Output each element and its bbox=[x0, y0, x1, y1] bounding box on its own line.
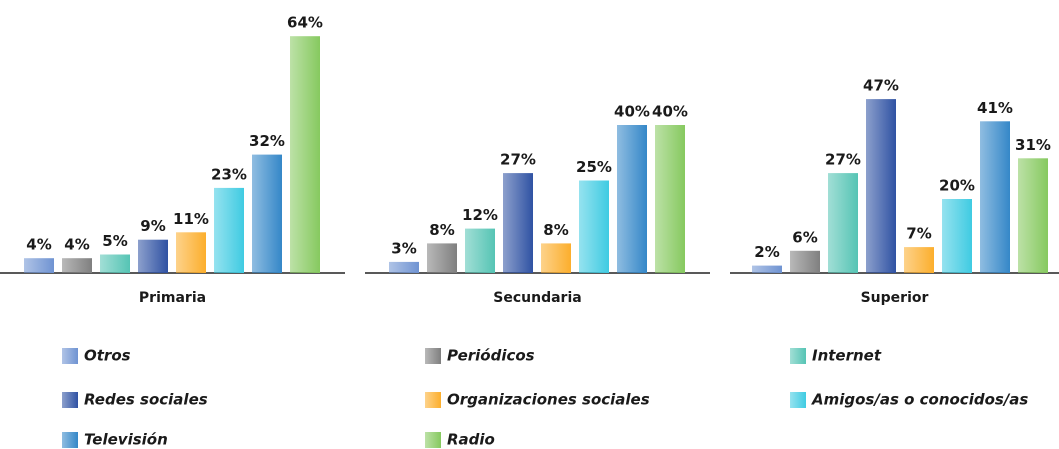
legend-swatch bbox=[790, 392, 806, 408]
legend-swatch bbox=[62, 348, 78, 364]
legend-label: Otros bbox=[84, 347, 131, 365]
bar bbox=[980, 121, 1010, 273]
group-label: Secundaria bbox=[493, 290, 581, 306]
bar bbox=[24, 258, 54, 273]
bar bbox=[176, 232, 206, 273]
data-label: 7% bbox=[906, 225, 931, 243]
bar bbox=[790, 250, 820, 273]
data-label: 32% bbox=[249, 132, 285, 150]
bar bbox=[617, 125, 647, 273]
data-label: 47% bbox=[863, 77, 899, 95]
bar bbox=[427, 243, 457, 273]
bar bbox=[214, 187, 244, 273]
bar bbox=[866, 99, 896, 273]
bar bbox=[579, 180, 609, 273]
bar bbox=[942, 199, 972, 273]
data-label: 23% bbox=[211, 165, 247, 183]
legend-swatch bbox=[425, 348, 441, 364]
legend-swatch bbox=[425, 392, 441, 408]
legend-label: Periódicos bbox=[447, 347, 535, 365]
bar bbox=[752, 265, 782, 273]
legend-swatch bbox=[425, 432, 441, 448]
data-label: 6% bbox=[792, 228, 817, 246]
legend-label: Radio bbox=[447, 431, 495, 449]
data-label: 4% bbox=[64, 236, 89, 254]
group-label: Superior bbox=[861, 290, 929, 306]
legend-label: Redes sociales bbox=[84, 391, 208, 409]
data-label: 40% bbox=[652, 103, 688, 121]
legend-swatch bbox=[62, 432, 78, 448]
data-label: 11% bbox=[173, 210, 209, 228]
data-label: 31% bbox=[1015, 136, 1051, 154]
data-label: 2% bbox=[754, 243, 779, 261]
data-label: 12% bbox=[462, 206, 498, 224]
bar bbox=[465, 228, 495, 273]
bar bbox=[1018, 158, 1048, 273]
data-label: 5% bbox=[102, 232, 127, 250]
bar bbox=[290, 36, 320, 274]
data-label: 4% bbox=[26, 236, 51, 254]
legend-swatch bbox=[62, 392, 78, 408]
bar bbox=[503, 173, 533, 273]
data-label: 9% bbox=[140, 217, 165, 235]
data-label: 8% bbox=[429, 221, 454, 239]
data-label: 20% bbox=[939, 177, 975, 195]
bar bbox=[138, 239, 168, 273]
legend-swatch bbox=[790, 348, 806, 364]
legend-label: Organizaciones sociales bbox=[447, 391, 650, 409]
data-label: 40% bbox=[614, 103, 650, 121]
bar bbox=[389, 261, 419, 273]
bar bbox=[252, 154, 282, 273]
data-label: 8% bbox=[543, 221, 568, 239]
legend-label: Amigos/as o conocidos/as bbox=[811, 391, 1028, 409]
bar bbox=[904, 247, 934, 273]
bar bbox=[655, 125, 685, 273]
group-label: Primaria bbox=[139, 290, 206, 306]
data-label: 27% bbox=[500, 151, 536, 169]
legend-label: Internet bbox=[812, 347, 882, 365]
bar bbox=[62, 258, 92, 273]
data-label: 41% bbox=[977, 99, 1013, 117]
data-label: 27% bbox=[825, 151, 861, 169]
bar bbox=[541, 243, 571, 273]
data-label: 25% bbox=[576, 158, 612, 176]
legend-label: Televisión bbox=[84, 431, 168, 449]
bar bbox=[100, 254, 130, 273]
data-label: 3% bbox=[391, 239, 416, 257]
data-label: 64% bbox=[287, 14, 323, 32]
bar bbox=[828, 173, 858, 273]
